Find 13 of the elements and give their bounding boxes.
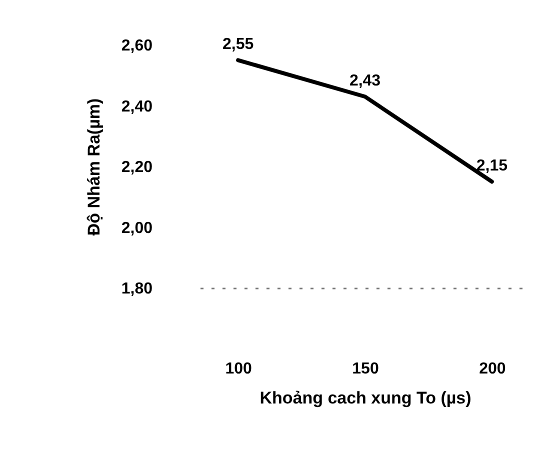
y-tick-label: 1,80 xyxy=(121,280,153,298)
data-label: 2,15 xyxy=(476,158,508,175)
x-tick-label: 200 xyxy=(479,360,506,378)
x-tick-label: 150 xyxy=(352,360,379,378)
y-tick-label: 2,60 xyxy=(121,38,153,54)
data-label: 2,43 xyxy=(349,72,381,90)
y-tick-label: 2,40 xyxy=(121,98,153,116)
x-axis-title: Khoảng cach xung To (µs) xyxy=(260,388,472,408)
x-tick-label: 100 xyxy=(225,360,252,378)
y-tick-label: 2,20 xyxy=(121,159,153,176)
data-label: 2,55 xyxy=(222,36,254,54)
y-axis-title: Độ Nhám Ra(µm) xyxy=(84,98,104,236)
y-tick-label: 2,00 xyxy=(121,220,153,237)
